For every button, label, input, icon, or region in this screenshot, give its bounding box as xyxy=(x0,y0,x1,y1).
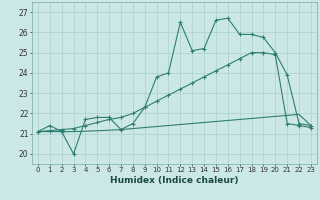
X-axis label: Humidex (Indice chaleur): Humidex (Indice chaleur) xyxy=(110,176,239,185)
